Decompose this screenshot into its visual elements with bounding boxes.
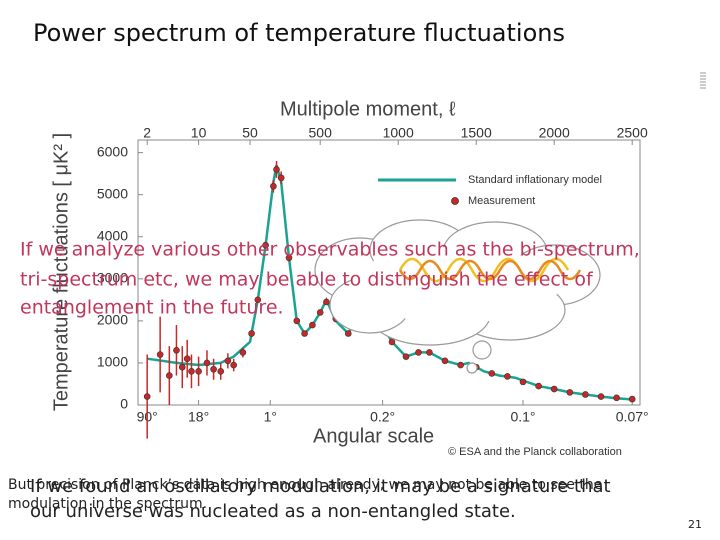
data-point <box>224 357 232 365</box>
x-tick-label: 2 <box>143 125 151 141</box>
data-point <box>426 349 433 356</box>
data-point <box>628 395 636 403</box>
slide-title: Power spectrum of temperature fluctuatio… <box>33 19 565 47</box>
corner-decoration <box>700 72 706 89</box>
legend-marker <box>451 197 459 205</box>
callout-line: If we analyze various other observables … <box>20 239 640 261</box>
x2-axis-label: Angular scale <box>313 425 434 447</box>
callout-line: entanglement in the future. <box>20 297 284 319</box>
data-point <box>262 241 269 249</box>
wave <box>398 259 582 281</box>
data-point <box>566 389 574 396</box>
data-point <box>270 182 277 190</box>
x-tick-label: 50 <box>242 125 258 141</box>
data-point <box>488 370 496 377</box>
data-point <box>210 365 217 373</box>
data-point <box>293 317 301 325</box>
note-line: If we found an oscillatory modulation, i… <box>30 476 611 497</box>
x2-tick-label: 18° <box>188 409 209 425</box>
legend-label: Standard inflationary model <box>468 174 602 186</box>
data-point <box>156 351 164 358</box>
data-point <box>457 361 464 369</box>
data-point <box>188 368 195 375</box>
data-point <box>183 355 191 363</box>
data-point <box>402 353 410 360</box>
data-point <box>597 393 605 400</box>
data-point <box>217 368 225 375</box>
y-tick-label: 1000 <box>97 354 128 370</box>
data-point <box>166 372 173 379</box>
data-point <box>285 254 293 262</box>
y-tick-label: 4000 <box>97 227 128 243</box>
data-point <box>143 393 151 400</box>
data-point <box>519 378 527 386</box>
x2-tick-label: 1° <box>264 409 277 425</box>
callout-line: tri-spectrum etc, we may be able to dist… <box>20 269 594 291</box>
data-point <box>239 349 247 356</box>
note-line: our universe was nucleated as a non-enta… <box>30 501 516 522</box>
note-line: modulation in the spectrum. <box>8 496 207 512</box>
data-point <box>301 330 308 337</box>
data-point <box>582 391 589 398</box>
x2-tick-label: 0.07° <box>616 409 649 425</box>
note-line: But precision of Planck’s data is high e… <box>8 477 602 493</box>
plot-frame <box>137 139 641 406</box>
data-point <box>277 174 285 182</box>
x-tick-label: 500 <box>309 125 333 141</box>
legend-label: Measurement <box>468 195 535 207</box>
x2-tick-label: 0.1° <box>510 409 535 425</box>
data-point <box>309 321 316 329</box>
page-number: 21 <box>688 518 702 531</box>
data-point <box>613 394 620 402</box>
x-tick-label: 2000 <box>539 125 570 141</box>
y-tick-label: 6000 <box>97 143 128 159</box>
x-tick-label: 10 <box>191 125 207 141</box>
x2-tick-label: 0.2° <box>370 409 395 425</box>
x-tick-label: 2500 <box>617 125 648 141</box>
data-point <box>178 363 186 371</box>
data-point <box>203 359 211 367</box>
data-point <box>254 296 262 304</box>
data-point <box>504 373 511 380</box>
y-tick-label: 3000 <box>97 270 128 286</box>
data-point <box>323 298 330 306</box>
data-point <box>535 382 542 390</box>
callout: If we analyze various other observables … <box>20 239 640 319</box>
y-axis-label: Temperature fluctuations [ μK² ] <box>50 133 72 411</box>
data-point <box>415 349 422 356</box>
x-tick-label: 1000 <box>383 125 414 141</box>
wave <box>398 257 570 283</box>
credit: © ESA and the Planck collaboration <box>448 446 622 458</box>
data-point <box>248 330 255 337</box>
data-point <box>388 338 396 346</box>
data-point <box>344 330 352 337</box>
data-point <box>230 361 237 369</box>
data-point <box>173 347 180 354</box>
data-point <box>195 368 202 375</box>
x-tick-label: 1500 <box>461 125 492 141</box>
y-tick-label: 0 <box>120 396 128 412</box>
data-point <box>441 357 449 365</box>
data-point <box>316 309 324 316</box>
x-axis-label: Multipole moment, ℓ <box>280 98 456 120</box>
data-point <box>273 166 280 173</box>
data-point <box>550 385 558 393</box>
y-tick-label: 5000 <box>97 185 128 201</box>
y-tick-label: 2000 <box>97 312 128 328</box>
